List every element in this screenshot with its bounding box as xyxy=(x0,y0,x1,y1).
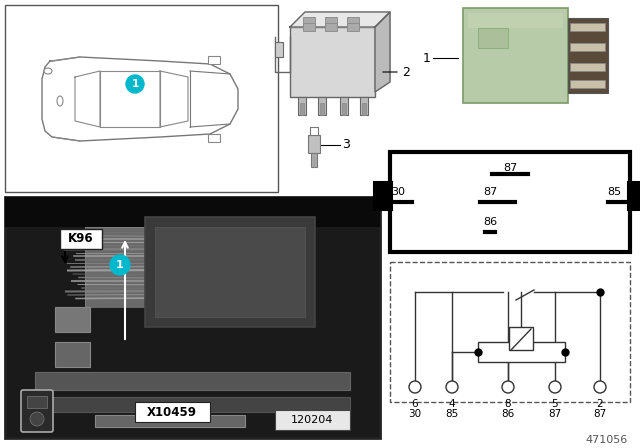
Text: 120204: 120204 xyxy=(291,415,333,425)
Text: 30: 30 xyxy=(408,409,422,419)
Text: 1: 1 xyxy=(423,52,431,65)
Bar xyxy=(325,17,337,25)
Bar xyxy=(303,23,315,31)
Text: 85: 85 xyxy=(607,187,621,197)
Ellipse shape xyxy=(44,68,52,74)
Bar xyxy=(478,28,508,48)
Bar xyxy=(570,80,605,88)
Text: 8: 8 xyxy=(505,399,511,409)
Bar xyxy=(468,13,563,28)
Text: 87: 87 xyxy=(503,163,517,173)
Text: 6: 6 xyxy=(412,399,419,409)
Bar xyxy=(308,135,320,153)
Text: 4: 4 xyxy=(449,399,455,409)
Bar xyxy=(478,342,565,362)
Bar xyxy=(275,42,283,57)
Text: 86: 86 xyxy=(483,217,497,227)
Bar xyxy=(300,103,304,115)
Text: K96: K96 xyxy=(68,233,94,246)
Bar xyxy=(5,5,278,192)
Bar xyxy=(275,410,350,430)
Text: 471056: 471056 xyxy=(586,435,628,445)
Text: 85: 85 xyxy=(445,409,459,419)
Bar xyxy=(325,23,337,31)
Circle shape xyxy=(110,255,130,275)
Bar xyxy=(85,227,285,307)
Bar xyxy=(320,103,324,115)
Text: 86: 86 xyxy=(501,409,515,419)
Bar xyxy=(347,23,359,31)
Bar xyxy=(318,97,326,115)
Circle shape xyxy=(446,381,458,393)
Bar xyxy=(311,153,317,167)
Bar xyxy=(340,97,348,115)
Bar xyxy=(298,97,306,115)
Text: 2: 2 xyxy=(402,65,410,78)
Circle shape xyxy=(594,381,606,393)
Circle shape xyxy=(409,381,421,393)
Circle shape xyxy=(126,75,144,93)
Circle shape xyxy=(549,381,561,393)
Bar xyxy=(628,182,640,210)
Bar xyxy=(347,17,359,25)
Bar xyxy=(135,402,210,422)
Bar xyxy=(463,8,568,103)
Bar xyxy=(55,342,90,367)
Text: 3: 3 xyxy=(342,138,350,151)
Bar xyxy=(570,23,605,31)
Text: 30: 30 xyxy=(391,187,405,197)
Bar xyxy=(568,18,608,93)
Bar xyxy=(155,227,305,317)
Bar xyxy=(208,56,220,64)
Bar xyxy=(5,197,380,438)
Bar xyxy=(27,396,47,408)
Bar xyxy=(342,103,346,115)
Bar xyxy=(509,327,533,350)
Bar xyxy=(390,152,630,252)
Text: 5: 5 xyxy=(552,399,558,409)
Text: 87: 87 xyxy=(593,409,607,419)
Circle shape xyxy=(502,381,514,393)
Text: 1: 1 xyxy=(131,79,139,89)
Bar xyxy=(35,372,350,390)
Circle shape xyxy=(30,412,44,426)
Text: 2: 2 xyxy=(596,399,604,409)
Bar xyxy=(570,63,605,71)
Polygon shape xyxy=(290,12,390,27)
Bar xyxy=(85,227,285,307)
Bar xyxy=(374,182,392,210)
Text: 1: 1 xyxy=(116,260,124,270)
Bar xyxy=(290,27,375,97)
Bar xyxy=(362,103,366,115)
Bar xyxy=(60,229,102,249)
Text: 87: 87 xyxy=(483,187,497,197)
Bar xyxy=(95,415,245,427)
Bar xyxy=(145,217,315,327)
Bar xyxy=(360,97,368,115)
Bar xyxy=(55,307,90,332)
Bar xyxy=(570,43,605,51)
Polygon shape xyxy=(375,12,390,92)
Bar xyxy=(303,17,315,25)
Text: 87: 87 xyxy=(548,409,562,419)
Ellipse shape xyxy=(57,96,63,106)
Text: X10459: X10459 xyxy=(147,405,197,418)
FancyBboxPatch shape xyxy=(21,390,53,432)
Bar xyxy=(390,262,630,402)
Bar xyxy=(5,197,380,227)
Bar xyxy=(35,397,350,412)
Bar xyxy=(208,134,220,142)
